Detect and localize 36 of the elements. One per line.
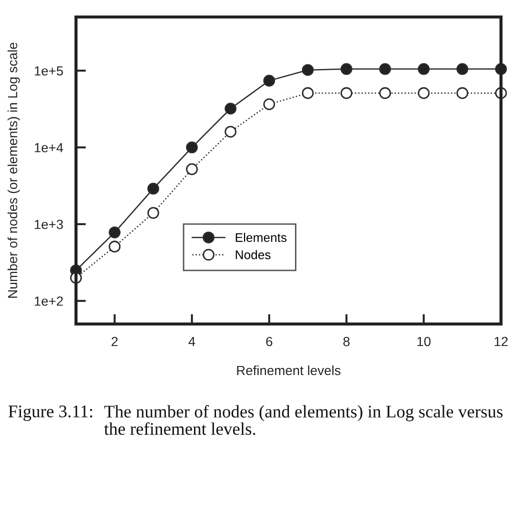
y-tick-label: 1e+3 xyxy=(34,220,63,230)
y-tick-label: 1e+4 xyxy=(34,143,64,152)
point xyxy=(456,87,468,99)
point xyxy=(263,74,276,87)
point xyxy=(147,182,160,195)
point xyxy=(186,141,198,154)
x-tick-label: 10 xyxy=(417,336,431,346)
x-tick-label: 2 xyxy=(112,336,118,346)
point xyxy=(186,163,198,176)
x-axis-title: Refinement levels xyxy=(237,365,340,376)
point xyxy=(340,87,352,99)
point xyxy=(340,63,352,75)
point xyxy=(456,63,468,75)
x-tick-label: 8 xyxy=(343,336,350,346)
x-tick-label: 4 xyxy=(188,336,196,346)
point xyxy=(108,226,121,238)
point xyxy=(224,102,236,115)
caption: Figure 3.11: xyxy=(8,406,92,421)
point xyxy=(379,87,391,99)
point xyxy=(108,240,121,252)
point xyxy=(379,63,391,75)
legend-label: Nodes xyxy=(236,250,271,260)
y-axis-title: Number of nodes (or elements) in Log scale xyxy=(8,42,20,298)
point xyxy=(147,207,160,219)
text: The number of nodes (and elements) in Log scale versus the refinement levels. xyxy=(104,405,503,435)
x-tick-label: 6 xyxy=(266,336,272,346)
x-tick-label: 12 xyxy=(494,336,508,346)
point xyxy=(418,63,430,75)
y-tick-label: 1e+2 xyxy=(34,296,63,306)
legend-label: Elements xyxy=(236,232,286,242)
point xyxy=(302,64,314,76)
point xyxy=(302,87,314,99)
point xyxy=(224,126,236,138)
y-tick-label: 1e+5 xyxy=(34,66,63,76)
point xyxy=(418,87,430,99)
point xyxy=(263,98,276,110)
